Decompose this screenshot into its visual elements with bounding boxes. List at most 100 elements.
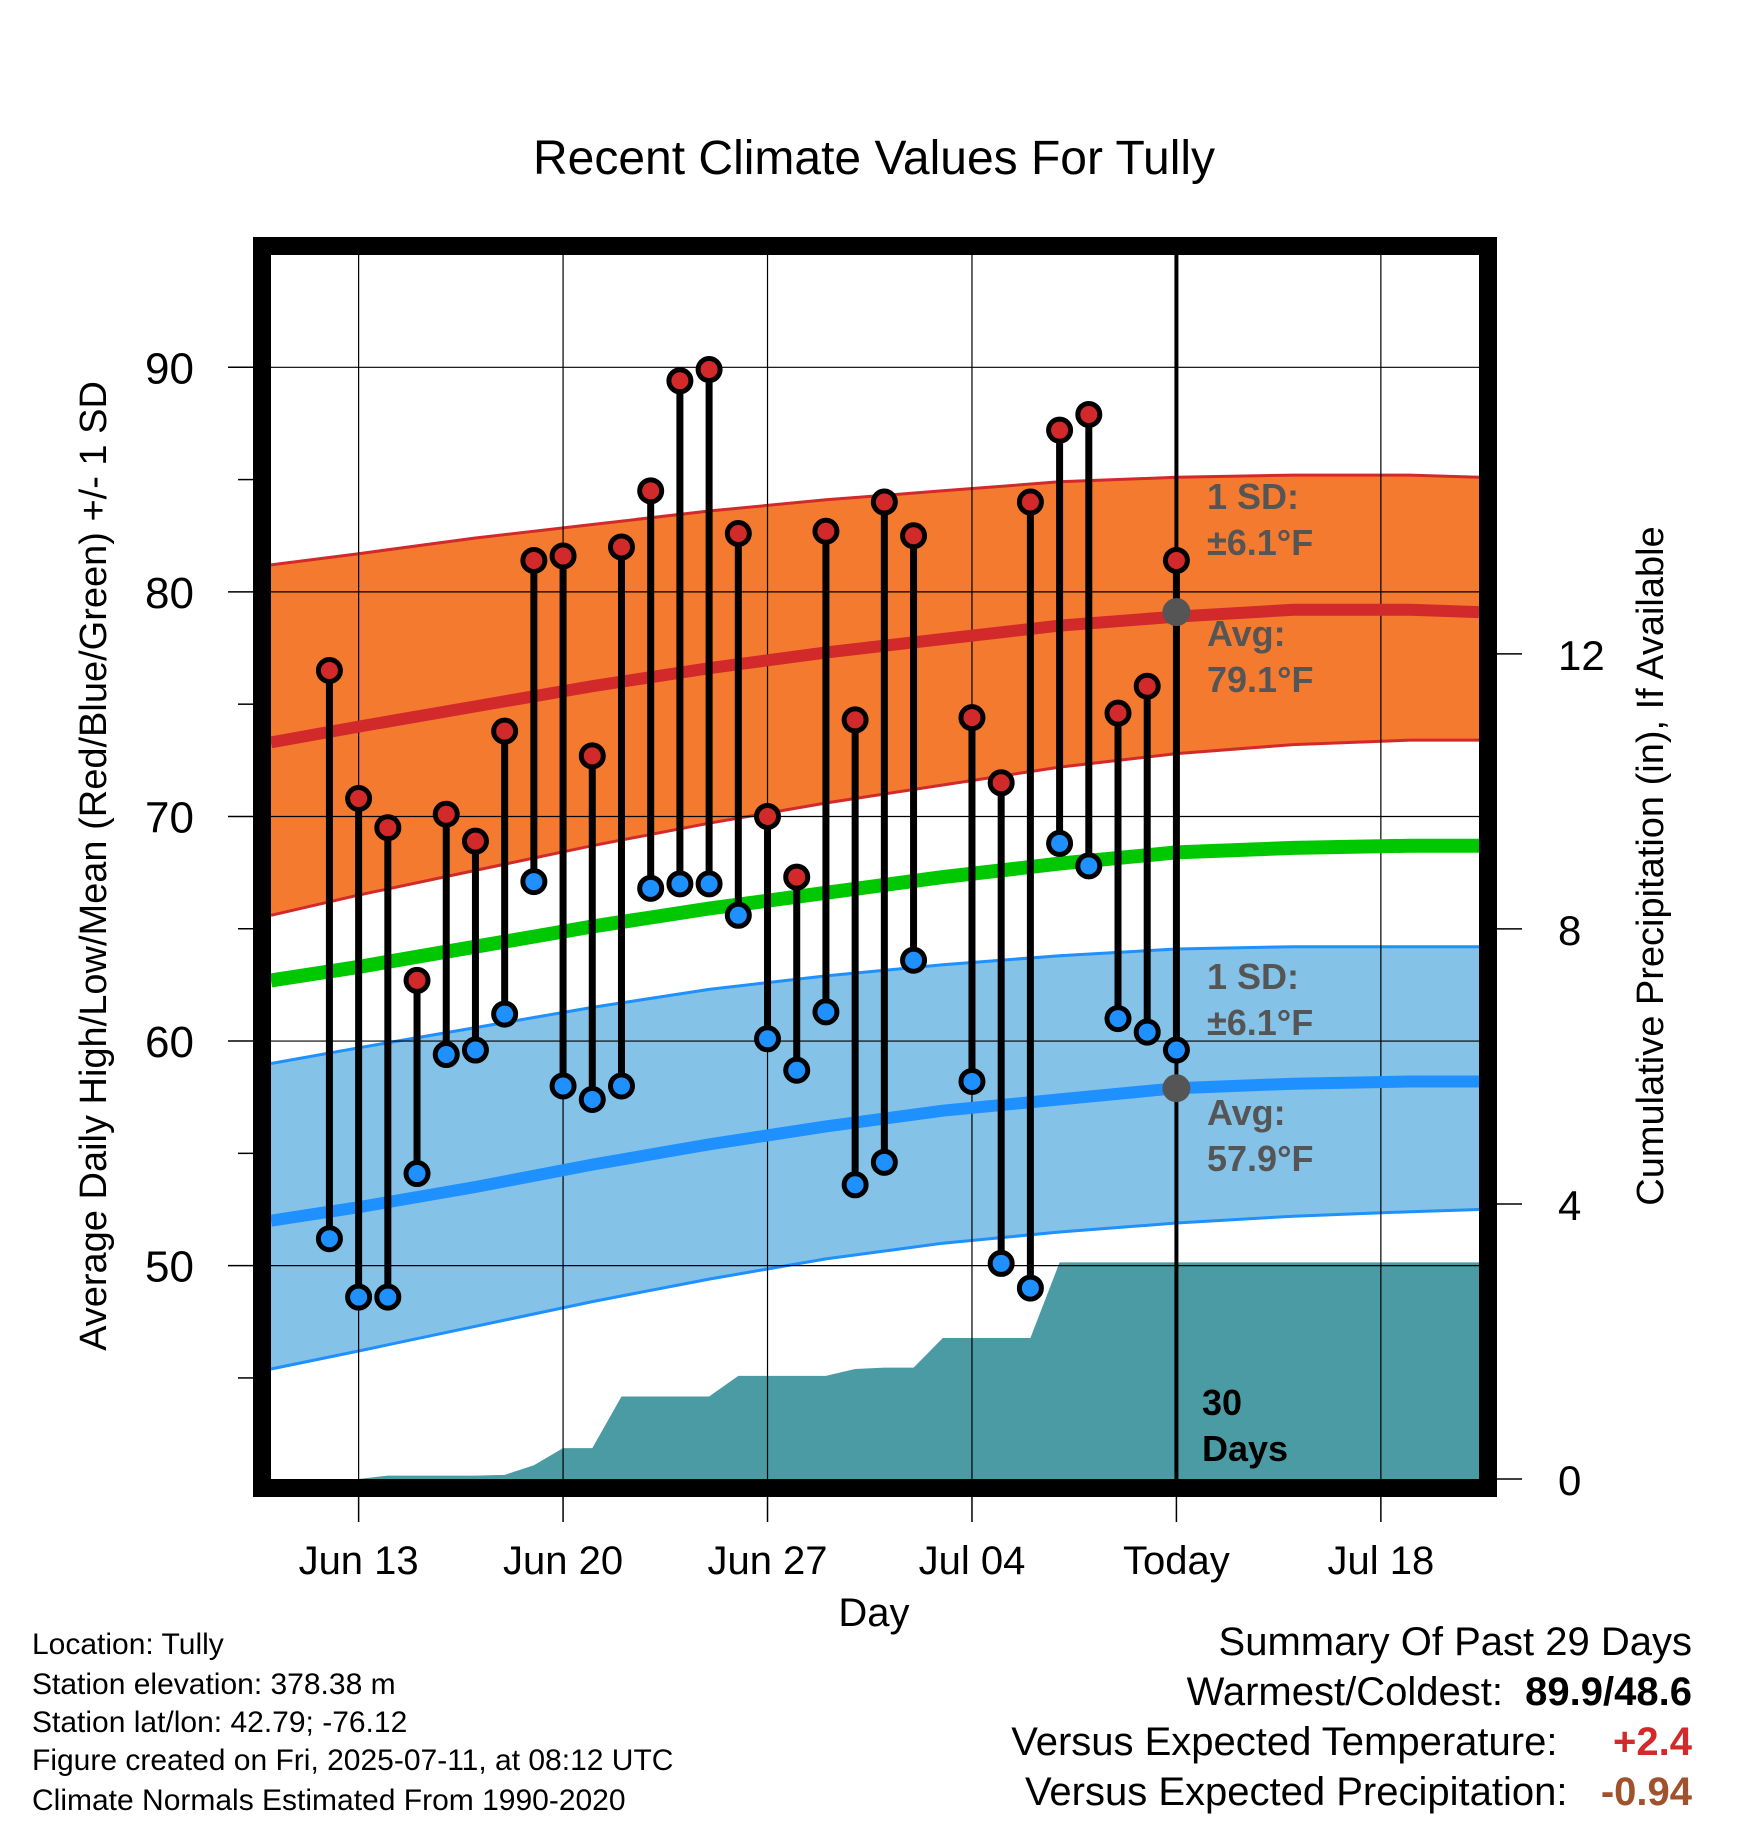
x-tick-label: Jun 27 [707, 1539, 827, 1583]
days-count: 30 [1202, 1382, 1242, 1423]
high-point-21 [958, 704, 986, 732]
low-point-15 [754, 1025, 782, 1053]
low-point-18 [841, 1171, 869, 1199]
high-point-0 [315, 656, 343, 684]
low-point-3 [403, 1160, 431, 1188]
y2-tick-label: 12 [1558, 632, 1605, 679]
footer-created: Figure created on Fri, 2025-07-11, at 08… [32, 1744, 674, 1777]
low-sd-label: 1 SD: [1207, 956, 1299, 997]
low-point-19 [870, 1148, 898, 1176]
high-point-27 [1133, 672, 1161, 700]
high-point-17 [812, 517, 840, 545]
y-axis-label: Average Daily High/Low/Mean (Red/Blue/Gr… [73, 381, 115, 1351]
summary-temp-label: Versus Expected Temperature: [1011, 1720, 1558, 1764]
high-point-4 [432, 800, 460, 828]
high-point-2 [374, 814, 402, 842]
y2-tick-label: 0 [1558, 1457, 1581, 1504]
summary-warm-cold-value: 89.9/48.6 [1525, 1670, 1692, 1714]
high-point-28 [1162, 546, 1190, 574]
y2-tick-label: 8 [1558, 907, 1581, 954]
low-point-14 [724, 901, 752, 929]
high-point-13 [695, 356, 723, 384]
high-sd-label: 1 SD: [1207, 476, 1299, 517]
y2-axis-label: Cumulative Precipitation (in), If Availa… [1630, 526, 1672, 1205]
low-point-25 [1075, 852, 1103, 880]
plot-frame [253, 237, 1497, 1497]
low-point-13 [695, 870, 723, 898]
summary-title: Summary Of Past 29 Days [1218, 1620, 1692, 1664]
days-label: Days [1202, 1428, 1288, 1469]
high-point-19 [870, 488, 898, 516]
low-sd-value: ±6.1°F [1207, 1002, 1313, 1043]
today-low-avg-marker [1162, 1074, 1191, 1103]
summary-temp: Versus Expected Temperature: +2.4 [1011, 1720, 1692, 1765]
low-point-17 [812, 998, 840, 1026]
x-axis-label: Day [838, 1591, 909, 1635]
low-point-5 [461, 1036, 489, 1064]
high-point-6 [491, 717, 519, 745]
high-point-1 [345, 785, 373, 813]
y-tick-label: 50 [145, 1243, 194, 1292]
high-point-26 [1104, 699, 1132, 727]
y-tick-label: 90 [145, 344, 194, 393]
low-point-20 [900, 946, 928, 974]
low-point-16 [783, 1056, 811, 1084]
high-point-23 [1016, 488, 1044, 516]
low-point-21 [958, 1067, 986, 1095]
low-point-11 [637, 874, 665, 902]
footer-latlon: Station lat/lon: 42.79; -76.12 [32, 1706, 408, 1739]
low-point-7 [520, 868, 548, 896]
high-point-16 [783, 863, 811, 891]
high-point-12 [666, 367, 694, 395]
low-point-8 [549, 1072, 577, 1100]
low-point-23 [1016, 1274, 1044, 1302]
today-high-avg-marker [1162, 598, 1191, 627]
x-tick-label: Today [1123, 1539, 1230, 1583]
low-point-4 [432, 1041, 460, 1069]
high-point-11 [637, 477, 665, 505]
y-tick-label: 80 [145, 569, 194, 618]
low-avg-value: 57.9°F [1207, 1138, 1313, 1179]
high-point-9 [578, 742, 606, 770]
low-point-6 [491, 1000, 519, 1028]
high-avg-label: Avg: [1207, 613, 1286, 654]
summary-warm-cold-label: Warmest/Coldest: [1186, 1670, 1503, 1714]
high-point-3 [403, 966, 431, 994]
high-point-8 [549, 542, 577, 570]
low-point-24 [1046, 829, 1074, 857]
low-point-9 [578, 1085, 606, 1113]
x-tick-label: Jul 18 [1327, 1539, 1434, 1583]
y-tick-label: 70 [145, 793, 194, 842]
footer-location: Location: Tully [32, 1628, 224, 1661]
high-point-25 [1075, 400, 1103, 428]
high-avg-value: 79.1°F [1207, 659, 1313, 700]
low-point-10 [607, 1072, 635, 1100]
low-point-22 [987, 1249, 1015, 1277]
low-point-28 [1162, 1036, 1190, 1064]
high-point-18 [841, 706, 869, 734]
x-tick-label: Jul 04 [919, 1539, 1026, 1583]
low-point-1 [345, 1283, 373, 1311]
high-point-7 [520, 546, 548, 574]
summary-precip-value: -0.94 [1600, 1770, 1692, 1814]
high-sd-value: ±6.1°F [1207, 522, 1313, 563]
low-point-12 [666, 870, 694, 898]
footer-normals: Climate Normals Estimated From 1990-2020 [32, 1784, 626, 1817]
x-tick-label: Jun 13 [299, 1539, 419, 1583]
high-point-10 [607, 533, 635, 561]
high-point-14 [724, 519, 752, 547]
high-point-24 [1046, 416, 1074, 444]
footer-elevation: Station elevation: 378.38 m [32, 1668, 396, 1701]
low-avg-label: Avg: [1207, 1092, 1286, 1133]
low-point-26 [1104, 1005, 1132, 1033]
high-point-15 [754, 802, 782, 830]
summary-warm-cold: Warmest/Coldest: 89.9/48.6 [1187, 1670, 1692, 1715]
summary-temp-value: +2.4 [1613, 1720, 1692, 1764]
low-point-2 [374, 1283, 402, 1311]
high-point-20 [900, 522, 928, 550]
summary-precip: Versus Expected Precipitation: -0.94 [1025, 1770, 1692, 1815]
low-point-27 [1133, 1018, 1161, 1046]
x-tick-label: Jun 20 [503, 1539, 623, 1583]
chart-title: Recent Climate Values For Tully [533, 132, 1215, 185]
